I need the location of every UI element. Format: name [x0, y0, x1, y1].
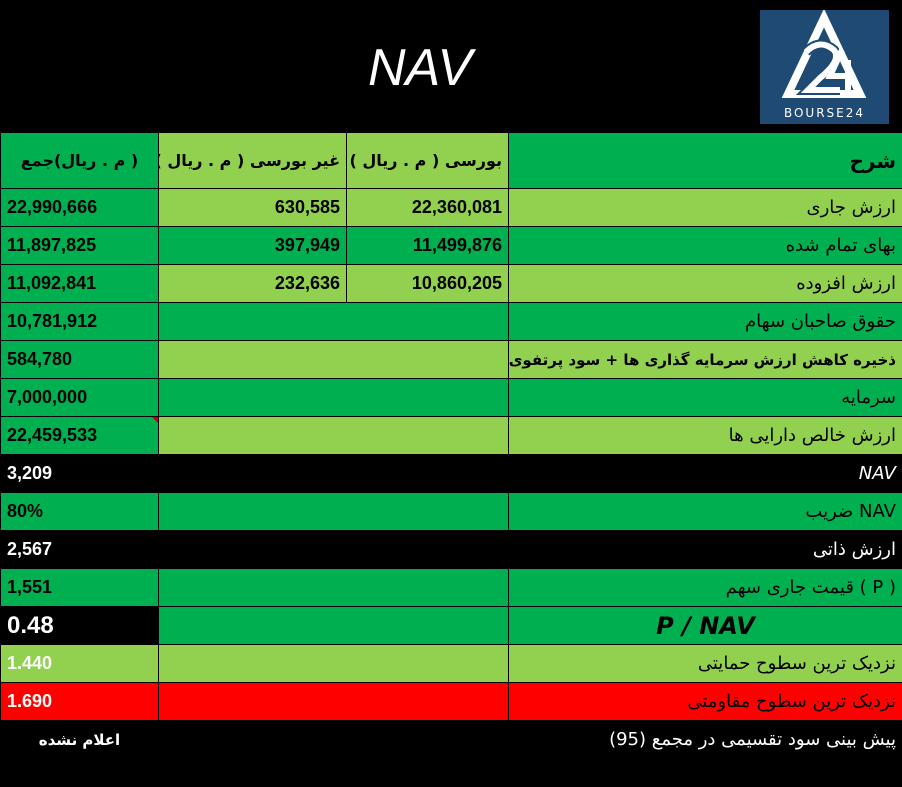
cell-empty: [158, 378, 509, 417]
logo-text: BOURSE24: [783, 106, 866, 120]
header-non-bourse: غیر بورسی ( م . ریال ): [158, 132, 347, 189]
cell-empty: [158, 682, 509, 721]
cell-bourse: 22,360,081: [346, 188, 509, 227]
cell-description: نزدیک ترین سطوح حمایتی: [508, 644, 902, 683]
cell-sum: 584,780: [0, 340, 159, 379]
cell-empty: [158, 416, 509, 455]
cell-empty: [158, 302, 509, 341]
cell-empty: [158, 492, 509, 531]
logo-mark-icon: [781, 10, 867, 98]
cell-empty: [158, 644, 509, 683]
table-row: 80% NAV ضریب: [0, 492, 902, 531]
cell-sum: 22,459,533: [0, 416, 159, 455]
cell-sum: 1,551: [0, 568, 159, 607]
table-row: 1,551 ( P ) قیمت جاری سهم: [0, 568, 902, 607]
header-bourse: بورسی ( م . ریال ): [346, 132, 509, 189]
table-header-row: ( م . ریال)جمع غیر بورسی ( م . ریال ) بو…: [0, 132, 902, 189]
table-row: 3,209 NAV: [0, 454, 902, 493]
cell-non-bourse: 397,949: [158, 226, 347, 265]
cell-sum: 3,209: [0, 454, 159, 493]
cell-description: ( P ) قیمت جاری سهم: [508, 568, 902, 607]
cell-empty: [158, 454, 509, 493]
cell-empty: [158, 340, 509, 379]
cell-sum: 1.440: [0, 644, 159, 683]
cell-description: نزدیک ترین سطوح مقاومتی: [508, 682, 902, 721]
cell-description: ذخیره کاهش ارزش سرمایه گذاری ها + سود پر…: [508, 340, 902, 379]
cell-description: حقوق صاحبان سهام: [508, 302, 902, 341]
page-title: NAV: [367, 39, 473, 97]
cell-sum: 0.48: [0, 606, 159, 645]
table-row: 11,092,841 232,636 10,860,205 ارزش افزود…: [0, 264, 902, 303]
cell-description: بهای تمام شده: [508, 226, 902, 265]
cell-empty: [158, 568, 509, 607]
table-row: 1.690 نزدیک ترین سطوح مقاومتی: [0, 682, 902, 721]
cell-bourse: 11,499,876: [346, 226, 509, 265]
cell-bourse: 10,860,205: [346, 264, 509, 303]
cell-sum: اعلام نشده: [0, 720, 159, 759]
cell-sum: 80%: [0, 492, 159, 531]
cell-description: NAV: [508, 454, 902, 493]
cell-non-bourse: 232,636: [158, 264, 347, 303]
header-sum: ( م . ریال)جمع: [0, 132, 159, 189]
table-row: 1.440 نزدیک ترین سطوح حمایتی: [0, 644, 902, 683]
table-row: 22,459,533 ارزش خالص دارایی ها: [0, 416, 902, 455]
bourse24-logo: BOURSE24: [760, 10, 889, 124]
cell-sum: 1.690: [0, 682, 159, 721]
cell-empty: [158, 606, 509, 645]
cell-sum: 11,092,841: [0, 264, 159, 303]
cell-description: ارزش افزوده: [508, 264, 902, 303]
cell-non-bourse: 630,585: [158, 188, 347, 227]
table-row: 22,990,666 630,585 22,360,081 ارزش جاری: [0, 188, 902, 227]
cell-description: ارزش ذاتی: [508, 530, 902, 569]
cell-description: ارزش خالص دارایی ها: [508, 416, 902, 455]
cell-description: پیش بینی سود تقسیمی در مجمع (95): [508, 720, 902, 759]
table-row: 7,000,000 سرمایه: [0, 378, 902, 417]
cell-sum: 2,567: [0, 530, 159, 569]
nav-table: ( م . ریال)جمع غیر بورسی ( م . ریال ) بو…: [0, 132, 902, 759]
cell-description: NAV ضریب: [508, 492, 902, 531]
table-row: 584,780 ذخیره کاهش ارزش سرمایه گذاری ها …: [0, 340, 902, 379]
cell-sum: 10,781,912: [0, 302, 159, 341]
table-row: 11,897,825 397,949 11,499,876 بهای تمام …: [0, 226, 902, 265]
cell-description: سرمایه: [508, 378, 902, 417]
cell-sum: 11,897,825: [0, 226, 159, 265]
cell-empty: [158, 720, 509, 759]
cell-description: P / NAV: [508, 606, 902, 645]
table-row: 0.48 P / NAV: [0, 606, 902, 645]
cell-description: ارزش جاری: [508, 188, 902, 227]
cell-sum: 7,000,000: [0, 378, 159, 417]
table-row: اعلام نشده پیش بینی سود تقسیمی در مجمع (…: [0, 720, 902, 759]
header-description: شرح: [508, 132, 902, 189]
table-row: 10,781,912 حقوق صاحبان سهام: [0, 302, 902, 341]
cell-sum: 22,990,666: [0, 188, 159, 227]
table-row: 2,567 ارزش ذاتی: [0, 530, 902, 569]
cell-empty: [158, 530, 509, 569]
